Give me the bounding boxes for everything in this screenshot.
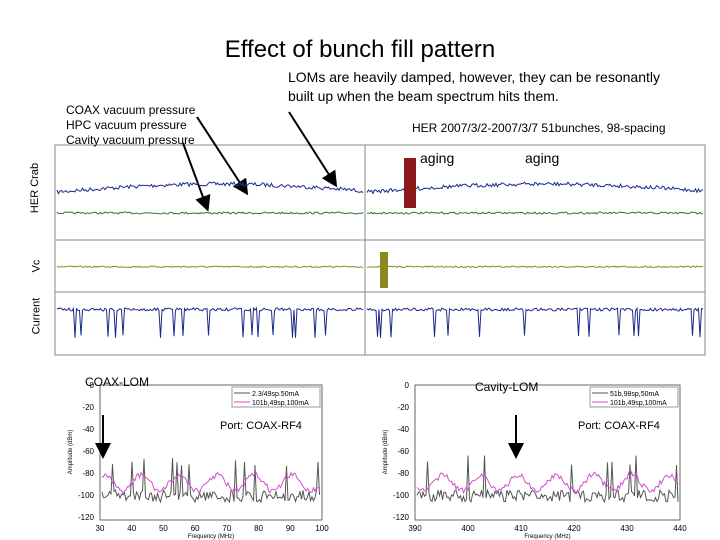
legend-label: 51b,98sp,50mA	[610, 391, 659, 398]
x-tick-label: 80	[254, 524, 263, 533]
spike	[404, 158, 416, 208]
trace	[56, 306, 364, 338]
legend-box	[231, 386, 321, 408]
x-tick-label: 390	[408, 524, 422, 533]
annotation: aging	[420, 150, 455, 166]
y-tick-label: -60	[82, 447, 94, 456]
x-tick-label: 40	[127, 524, 136, 533]
y-tick-label: -80	[82, 469, 94, 478]
arrow	[182, 142, 211, 212]
x-tick-label: 30	[96, 524, 105, 533]
note: LOMs are heavily damped, however, they c…	[288, 69, 660, 104]
x-tick-label: 410	[514, 524, 528, 533]
x-tick-label: 50	[159, 524, 168, 533]
annotation: aging	[525, 150, 560, 166]
panel-label: Current	[30, 297, 43, 335]
axis-label: Frequency (MHz)	[524, 534, 570, 540]
trace	[56, 211, 364, 215]
spike	[380, 252, 388, 288]
axis-label: Amplitude (dBm)	[68, 430, 74, 475]
panel-label: HER Crab	[29, 162, 42, 214]
y-tick-label: -100	[78, 491, 95, 500]
title: Effect of bunch fill pattern	[224, 36, 496, 63]
arrow	[288, 111, 338, 188]
trace	[366, 181, 704, 195]
axis-label: Frequency (MHz)	[188, 534, 234, 540]
legend-box	[589, 386, 679, 408]
spectrum-title: Cavity-LOM	[475, 380, 539, 394]
trace	[416, 455, 679, 504]
x-tick-label: 400	[461, 524, 475, 533]
port: Port: COAX-RF4	[578, 420, 660, 432]
trace	[56, 265, 364, 269]
arrow	[196, 116, 249, 196]
trace	[56, 181, 364, 195]
x-tick-label: 90	[286, 524, 295, 533]
y-tick-label: -100	[393, 491, 410, 500]
label: HPC vacuum pressure	[66, 118, 187, 132]
port: Port: COAX-RF4	[220, 420, 302, 432]
y-tick-label: -80	[397, 469, 409, 478]
x-tick-label: 100	[315, 524, 329, 533]
legend-label: 101b,49sp,100mA	[610, 400, 667, 407]
x-tick-label: 420	[567, 524, 581, 533]
y-tick-label: -20	[397, 403, 409, 412]
trace	[367, 211, 704, 215]
y-tick-label: -120	[393, 513, 410, 522]
y-tick-label: 0	[90, 381, 95, 390]
y-tick-label: -20	[82, 403, 94, 412]
y-tick-label: -40	[397, 425, 409, 434]
spectrum-title: COAX-LOM	[85, 375, 150, 389]
y-tick-label: 0	[405, 381, 410, 390]
trace	[101, 458, 320, 504]
trace	[366, 265, 704, 269]
y-tick-label: -60	[397, 447, 409, 456]
x-tick-label: 440	[673, 524, 687, 533]
trace	[101, 471, 320, 496]
x-tick-label: 70	[222, 524, 231, 533]
y-tick-label: -40	[82, 425, 94, 434]
x-tick-label: 60	[191, 524, 200, 533]
x-tick-label: 430	[620, 524, 634, 533]
trace	[416, 470, 679, 495]
label: Cavity vacuum pressure	[66, 133, 195, 147]
axis-label: Amplitude (dBm)	[383, 430, 389, 475]
legend-label: 2.3/49sp.50mA	[252, 391, 299, 398]
legend-label: 101b,49sp,100mA	[252, 400, 309, 407]
panel-label: Vc	[30, 259, 43, 273]
label: COAX vacuum pressure	[66, 103, 196, 117]
trace	[366, 306, 704, 338]
caption: HER 2007/3/2-2007/3/7 51bunches, 98-spac…	[412, 121, 666, 135]
y-tick-label: -120	[78, 513, 95, 522]
